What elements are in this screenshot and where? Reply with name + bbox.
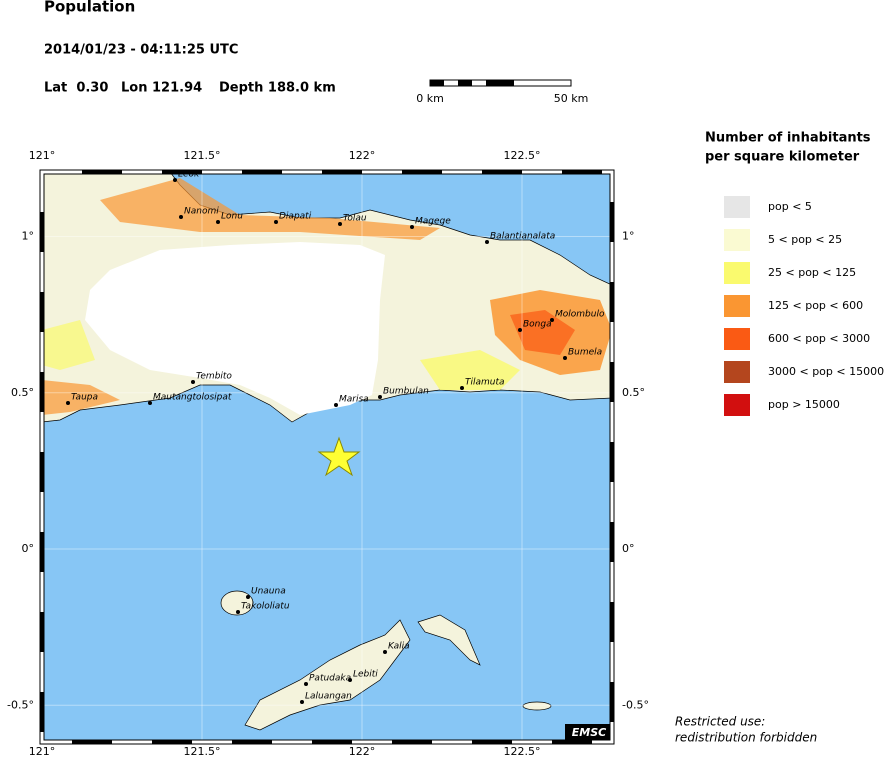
city-dot — [563, 356, 567, 360]
city-label: Molombulo — [555, 310, 605, 320]
legend-swatch — [724, 394, 750, 416]
lat-tick-label: -0.5° — [622, 698, 649, 711]
lat-tick-label: 1° — [22, 230, 35, 243]
city-dot — [300, 700, 304, 704]
lat: Lat 0.30 — [44, 81, 108, 96]
map: Leok Nanomi Lonu Diapati Tolau Magege Balantia… — [39, 169, 615, 745]
city-dot — [460, 386, 464, 390]
city-dot — [348, 678, 352, 682]
scale-end: 50 km — [554, 92, 589, 105]
lon-tick-label: 122.5° — [504, 745, 541, 758]
lon-tick-label: 122° — [349, 149, 376, 162]
city-dot — [518, 328, 522, 332]
lat-tick-label: 1° — [622, 230, 635, 243]
lon-tick-label: 121° — [29, 149, 56, 162]
scale-start: 0 km — [416, 92, 444, 105]
legend-label: 3000 < pop < 15000 — [768, 365, 884, 378]
credit: EMSC — [572, 726, 606, 739]
city-dot — [148, 401, 152, 405]
city-label: Mautangtolosipat — [153, 393, 232, 403]
legend-swatch — [724, 295, 750, 317]
city-label: Tembito — [196, 372, 232, 382]
legend-swatch — [724, 229, 750, 251]
legend-label: pop > 15000 — [768, 398, 840, 411]
city-label: Magege — [415, 217, 451, 227]
city-label: Takololiatu — [241, 602, 290, 612]
lat-tick-label: -0.5° — [7, 698, 34, 711]
legend: Number of inhabitants per square kilomete… — [705, 131, 884, 416]
lon-tick-label: 121.5° — [184, 745, 221, 758]
city-label: Lebiti — [353, 670, 378, 680]
city-dot — [216, 220, 220, 224]
city-dot — [179, 215, 183, 219]
city-dot — [274, 220, 278, 224]
city-label: Balantianalata — [490, 232, 555, 242]
lat-tick-label: 0.5° — [11, 386, 34, 399]
city-dot — [383, 650, 387, 654]
city-label: Lonu — [221, 212, 243, 222]
datetime: 2014/01/23 - 04:11:25 UTC — [44, 43, 238, 58]
city-dot — [304, 682, 308, 686]
lon-tick-label: 122.5° — [504, 149, 541, 162]
note: redistribution forbidden — [675, 731, 817, 745]
legend-swatch — [724, 361, 750, 383]
lon-tick-label: 121° — [29, 745, 56, 758]
city-dot — [173, 178, 177, 182]
city-dot — [410, 225, 414, 229]
city-dot — [550, 318, 554, 322]
epicenter — [317, 436, 361, 477]
depth: Depth 188.0 km — [219, 81, 336, 96]
legend-label: 25 < pop < 125 — [768, 266, 856, 279]
city-label: Nanomi — [184, 207, 219, 217]
city-dot — [378, 395, 382, 399]
city-label: Marisa — [339, 395, 369, 405]
title: Population — [44, 0, 135, 16]
legend-title: Number of inhabitants — [705, 131, 871, 146]
city-label: Kalia — [388, 642, 410, 652]
legend-title: per square kilometer — [705, 150, 860, 165]
lon-tick-label: 121.5° — [184, 149, 221, 162]
city-dot — [334, 403, 338, 407]
city-label: Bumela — [568, 348, 602, 358]
city-dot — [236, 610, 240, 614]
legend-label: 5 < pop < 25 — [768, 233, 842, 246]
city-dot — [66, 401, 70, 405]
city-label: Laluangan — [305, 692, 352, 702]
city-label: Patudaka — [309, 674, 351, 684]
city-label: Bonga — [523, 320, 552, 330]
city-label: Tilamuta — [465, 378, 505, 388]
legend-label: 600 < pop < 3000 — [768, 332, 870, 345]
city-dot — [338, 222, 342, 226]
scale-bar: 0 km 50 km — [416, 79, 589, 105]
legend-swatch — [724, 262, 750, 284]
lon: Lon 121.94 — [121, 81, 202, 96]
city-dot — [246, 595, 250, 599]
lat-tick-label: 0.5° — [622, 386, 645, 399]
city-dot — [485, 240, 489, 244]
city-label: Bumbulan — [383, 387, 429, 397]
legend-label: 125 < pop < 600 — [768, 299, 863, 312]
legend-swatch — [724, 328, 750, 350]
lon-tick-label: 122° — [349, 745, 376, 758]
legend-label: pop < 5 — [768, 200, 812, 213]
city-label: Unauna — [251, 587, 286, 597]
city-label: Taupa — [71, 393, 98, 403]
city-label: Diapati — [279, 212, 312, 222]
lat-tick-label: 0° — [622, 542, 635, 555]
legend-swatch — [724, 196, 750, 218]
city-label: Tolau — [343, 214, 367, 224]
city-dot — [191, 380, 195, 384]
note: Restricted use: — [675, 715, 765, 729]
city-label: Leok — [178, 170, 200, 180]
lat-tick-label: 0° — [22, 542, 35, 555]
